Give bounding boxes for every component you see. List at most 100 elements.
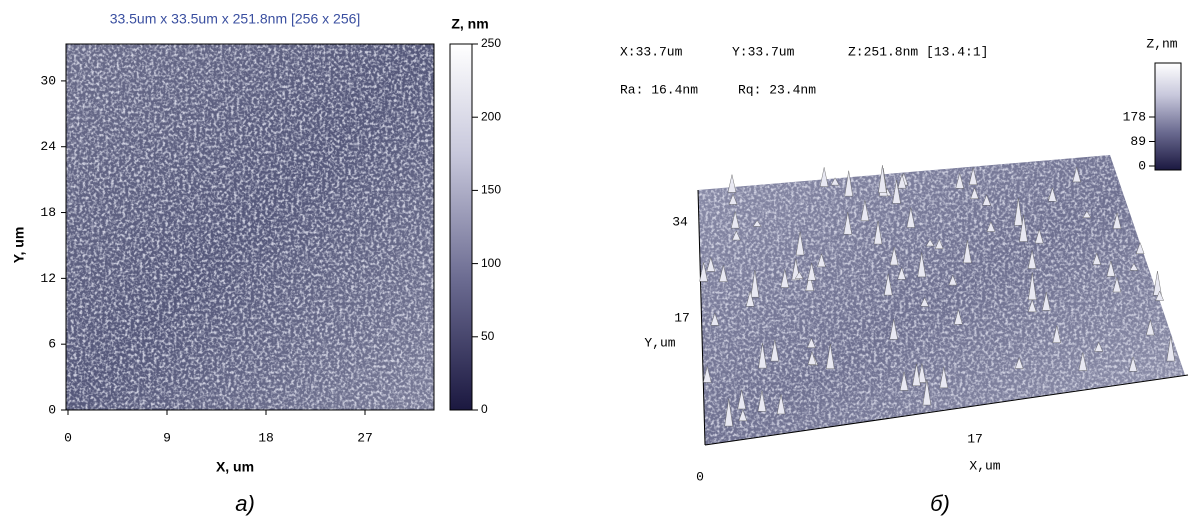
surface-spike xyxy=(906,207,916,228)
surface-spike xyxy=(719,265,728,282)
surface-spike xyxy=(917,252,926,278)
surface-spike xyxy=(844,170,853,197)
y-axis-line xyxy=(697,189,706,446)
colorbar-label: Z, nm xyxy=(451,16,488,32)
surface-spike xyxy=(750,270,760,298)
surface-spike xyxy=(899,371,909,391)
x-axis-label: X, um xyxy=(216,459,254,475)
surface-spike xyxy=(737,389,746,410)
surface-spike xyxy=(1135,242,1145,254)
surface-spike xyxy=(1092,252,1102,265)
surface-spike xyxy=(1027,299,1037,313)
y-axis-label: Y,um xyxy=(644,335,675,350)
colorbar-tick-label: 50 xyxy=(481,329,495,343)
surface-spike xyxy=(934,238,944,249)
x-axis-line xyxy=(704,374,1189,446)
surface-spike xyxy=(795,231,805,256)
surface-spike xyxy=(780,269,790,288)
colorbar-tick-label: 178 xyxy=(1123,109,1146,124)
surface-spike xyxy=(1014,356,1024,369)
y-tick-label: 34 xyxy=(672,214,688,229)
y-tick-label: 18 xyxy=(40,205,56,220)
surface-spike xyxy=(1146,319,1155,336)
surface-spike xyxy=(968,167,978,185)
surface-spike xyxy=(710,312,720,326)
header-y: Y:33.7um xyxy=(732,44,795,59)
surface-spike xyxy=(986,221,996,232)
surface-spike xyxy=(1027,250,1037,269)
surface-spike xyxy=(745,290,755,307)
surface-spike xyxy=(724,398,733,427)
surface-spike xyxy=(1094,341,1104,352)
surface-spike xyxy=(738,408,748,422)
surface-spike xyxy=(1153,271,1162,296)
header-x: X:33.7um xyxy=(620,44,683,59)
surface-spike xyxy=(776,394,786,415)
colorbar-tick-label: 100 xyxy=(481,256,501,270)
surface-spike xyxy=(830,177,840,186)
surface-spike xyxy=(757,390,767,412)
header-z: Z:251.8nm [13.4:1] xyxy=(848,44,988,59)
surface-spike xyxy=(884,273,893,296)
header-ra: Ra: 16.4nm xyxy=(620,82,698,97)
surface-spike xyxy=(1078,352,1088,371)
x-axis-label: X,um xyxy=(969,458,1000,473)
colorbar-tick-label: 0 xyxy=(1138,158,1146,173)
colorbar xyxy=(1154,62,1182,171)
colorbar-label: Z,nm xyxy=(1146,36,1177,51)
surface-spike xyxy=(922,379,932,406)
surface-spike xyxy=(706,256,716,272)
x-tick-label: 17 xyxy=(967,431,983,446)
x-tick-label: 27 xyxy=(357,430,373,445)
surface-spike xyxy=(954,308,963,325)
x-tick-label: 9 xyxy=(163,430,171,445)
x-tick-label: 18 xyxy=(258,430,274,445)
colorbar xyxy=(449,43,473,411)
surface-spike xyxy=(1166,336,1176,362)
surface-spike xyxy=(1048,186,1057,202)
surface-texture xyxy=(698,155,1185,445)
surface-spike xyxy=(1019,215,1028,242)
plot-frame xyxy=(65,43,435,411)
surface-spike xyxy=(878,165,887,193)
y-tick-label: 30 xyxy=(40,73,56,88)
surface-spike xyxy=(897,266,906,280)
surface-spike xyxy=(702,366,712,383)
surface-spike xyxy=(1112,276,1122,293)
y-tick-label: 12 xyxy=(40,271,56,286)
surface-spike xyxy=(889,247,899,266)
surface-spike xyxy=(770,339,780,362)
surface-spike xyxy=(794,271,804,279)
panel-title: 33.5um x 33.5um x 251.8nm [256 x 256] xyxy=(110,11,361,27)
surface-spike xyxy=(819,167,829,187)
colorbar-tick-label: 150 xyxy=(481,183,501,197)
surface-spike xyxy=(727,174,737,193)
surface-spike xyxy=(728,193,738,205)
x-tick-label: 0 xyxy=(696,469,704,484)
colorbar-tick-label: 250 xyxy=(481,36,501,50)
surface-spike xyxy=(699,262,708,282)
surface-spike xyxy=(1028,272,1037,300)
surface-spike xyxy=(860,200,870,221)
surface-spike xyxy=(1072,166,1081,183)
surface-spike xyxy=(1106,260,1116,277)
colorbar-tick-label: 200 xyxy=(481,109,501,123)
surface-spike xyxy=(1112,212,1122,229)
surface-spike xyxy=(843,212,853,235)
caption: б) xyxy=(930,491,950,516)
surface-spike xyxy=(897,173,907,189)
caption: а) xyxy=(235,491,255,516)
surface-spike xyxy=(758,343,767,369)
surface-spike xyxy=(1052,325,1062,343)
surface-spike xyxy=(955,172,964,189)
surface-spike xyxy=(826,343,835,369)
surface-spike xyxy=(1034,228,1044,244)
surface-spike xyxy=(982,194,991,206)
y-tick-label: 17 xyxy=(674,310,690,325)
surface-spike xyxy=(892,179,901,204)
y-tick-label: 6 xyxy=(48,337,56,352)
surface-spike xyxy=(807,262,816,281)
surface-spike xyxy=(752,220,762,227)
y-tick-label: 0 xyxy=(48,402,56,417)
